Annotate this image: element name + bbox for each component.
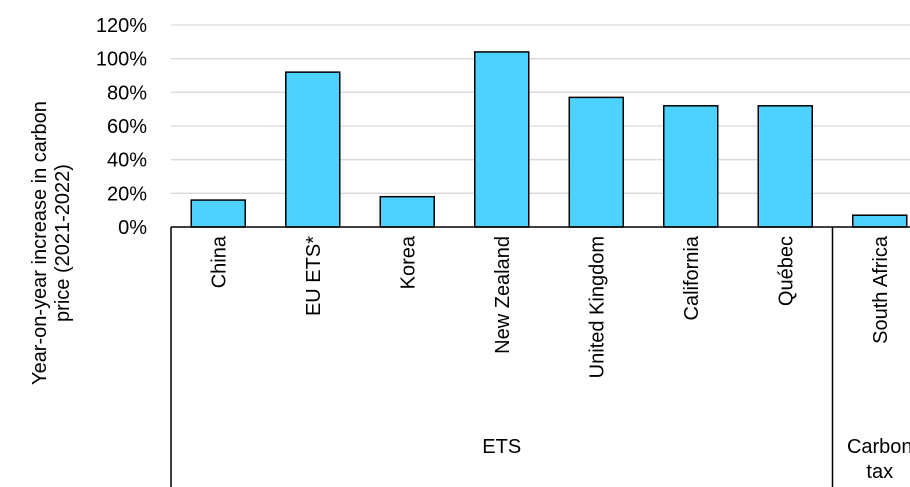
bar xyxy=(757,105,813,228)
y-axis-label-line-1: Year-on-year increase in carbon xyxy=(29,101,51,385)
y-tick-labels: 0% 20% 40% 60% 80% 100% 120% xyxy=(96,15,147,239)
group-label: tax xyxy=(866,461,893,483)
x-tick-label: China xyxy=(208,235,230,288)
bar xyxy=(474,51,530,228)
y-tick-label: 80% xyxy=(107,82,147,104)
y-tick-label: 60% xyxy=(107,116,147,138)
y-axis-label-line-2: price (2021-2022) xyxy=(52,164,74,322)
y-tick-label: 20% xyxy=(107,183,147,205)
bar xyxy=(663,105,719,228)
category-groups: ETS Carbon tax xyxy=(482,436,910,483)
x-tick-labels: China EU ETS* Korea New Zealand United Kingd… xyxy=(208,235,892,378)
x-tick-label: EU ETS* xyxy=(303,236,325,316)
x-tick-label: Québec xyxy=(775,236,797,306)
y-tick-label: 120% xyxy=(96,15,147,37)
bars xyxy=(190,51,908,228)
bar xyxy=(568,96,624,228)
x-tick-label: South Africa xyxy=(870,235,892,344)
x-tick-label: California xyxy=(681,235,703,320)
y-tick-label: 100% xyxy=(96,49,147,71)
x-tick-label: United Kingdom xyxy=(586,236,608,378)
group-label: Carbon xyxy=(847,436,910,458)
bar xyxy=(379,195,435,228)
bar xyxy=(852,214,908,228)
axes xyxy=(170,226,910,487)
y-tick-label: 40% xyxy=(107,150,147,172)
bar xyxy=(285,71,341,228)
x-tick-label: New Zealand xyxy=(492,236,514,354)
bar xyxy=(190,199,246,228)
y-tick-label: 0% xyxy=(118,217,147,239)
x-tick-label: Korea xyxy=(397,235,419,289)
group-label: ETS xyxy=(482,436,521,458)
